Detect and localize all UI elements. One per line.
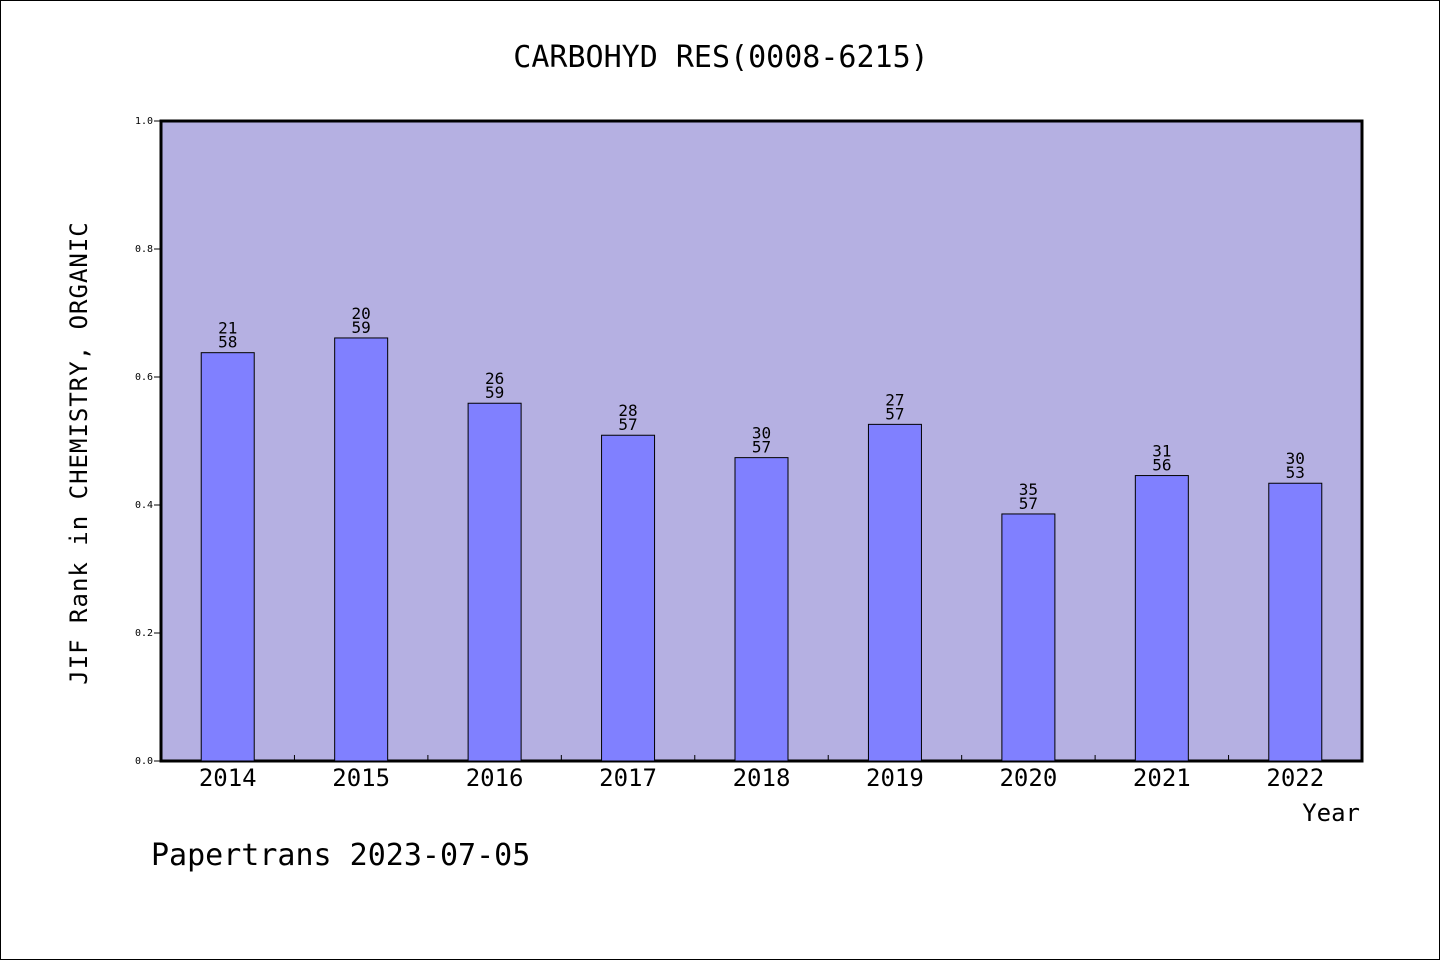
bar-label-total: 59 (485, 383, 504, 402)
bar-2018 (734, 457, 789, 762)
bar-label-total: 58 (218, 333, 237, 352)
y-tick-label: 0.0 (135, 756, 153, 767)
bar-2019 (867, 423, 922, 762)
y-axis: 0.0 0.2 0.4 0.6 0.8 1.0 (135, 116, 161, 767)
bar-2016 (467, 402, 522, 762)
y-axis-label: JIF Rank in CHEMISTRY, ORGANIC (65, 221, 93, 684)
x-tick-label: 2019 (866, 764, 924, 792)
y-tick-label: 0.4 (135, 500, 153, 511)
bar-label-rank: 27 (885, 390, 904, 409)
footer-watermark: Papertrans 2023-07-05 (151, 838, 530, 873)
x-tick-label: 2018 (733, 764, 791, 792)
bar-label-total: 53 (1286, 463, 1305, 482)
x-tick-label: 2016 (466, 764, 524, 792)
bar-label-total: 57 (885, 404, 904, 423)
bar-label-rank: 20 (352, 304, 371, 323)
bar-2021 (1134, 475, 1189, 762)
bar-label-rank: 21 (218, 319, 237, 338)
bar-2014 (200, 352, 255, 762)
x-tick-label: 2020 (999, 764, 1057, 792)
bar-label-rank: 28 (618, 401, 637, 420)
bar-2015 (334, 337, 389, 762)
x-axis-label: Year (1302, 799, 1360, 827)
y-tick-label: 1.0 (135, 116, 153, 127)
x-axis: 2014 2015 2016 2017 2018 2019 2020 2021 2022 (199, 755, 1324, 792)
chart-title: CARBOHYD RES(0008-6215) (513, 40, 928, 75)
bar-label-rank: 26 (485, 369, 504, 388)
bar-label-rank: 30 (1286, 449, 1305, 468)
bar-label-total: 57 (752, 438, 771, 457)
bar-2020 (1001, 513, 1056, 762)
x-tick-label: 2017 (599, 764, 657, 792)
bar-label-total: 59 (352, 318, 371, 337)
bar-label-total: 56 (1152, 456, 1171, 475)
x-tick-label: 2022 (1266, 764, 1324, 792)
bar-2017 (601, 434, 656, 762)
bar-label-total: 57 (618, 415, 637, 434)
bar-label-rank: 30 (752, 424, 771, 443)
bar-label-rank: 31 (1152, 442, 1171, 461)
y-tick-label: 0.2 (135, 628, 153, 639)
x-tick-label: 2015 (332, 764, 390, 792)
y-tick-label: 0.6 (135, 372, 153, 383)
bar-2022 (1268, 482, 1323, 762)
bar-label-total: 57 (1019, 494, 1038, 513)
bar-label-rank: 35 (1019, 480, 1038, 499)
y-tick-label: 0.8 (135, 244, 153, 255)
x-tick-label: 2021 (1133, 764, 1191, 792)
x-tick-label: 2014 (199, 764, 257, 792)
